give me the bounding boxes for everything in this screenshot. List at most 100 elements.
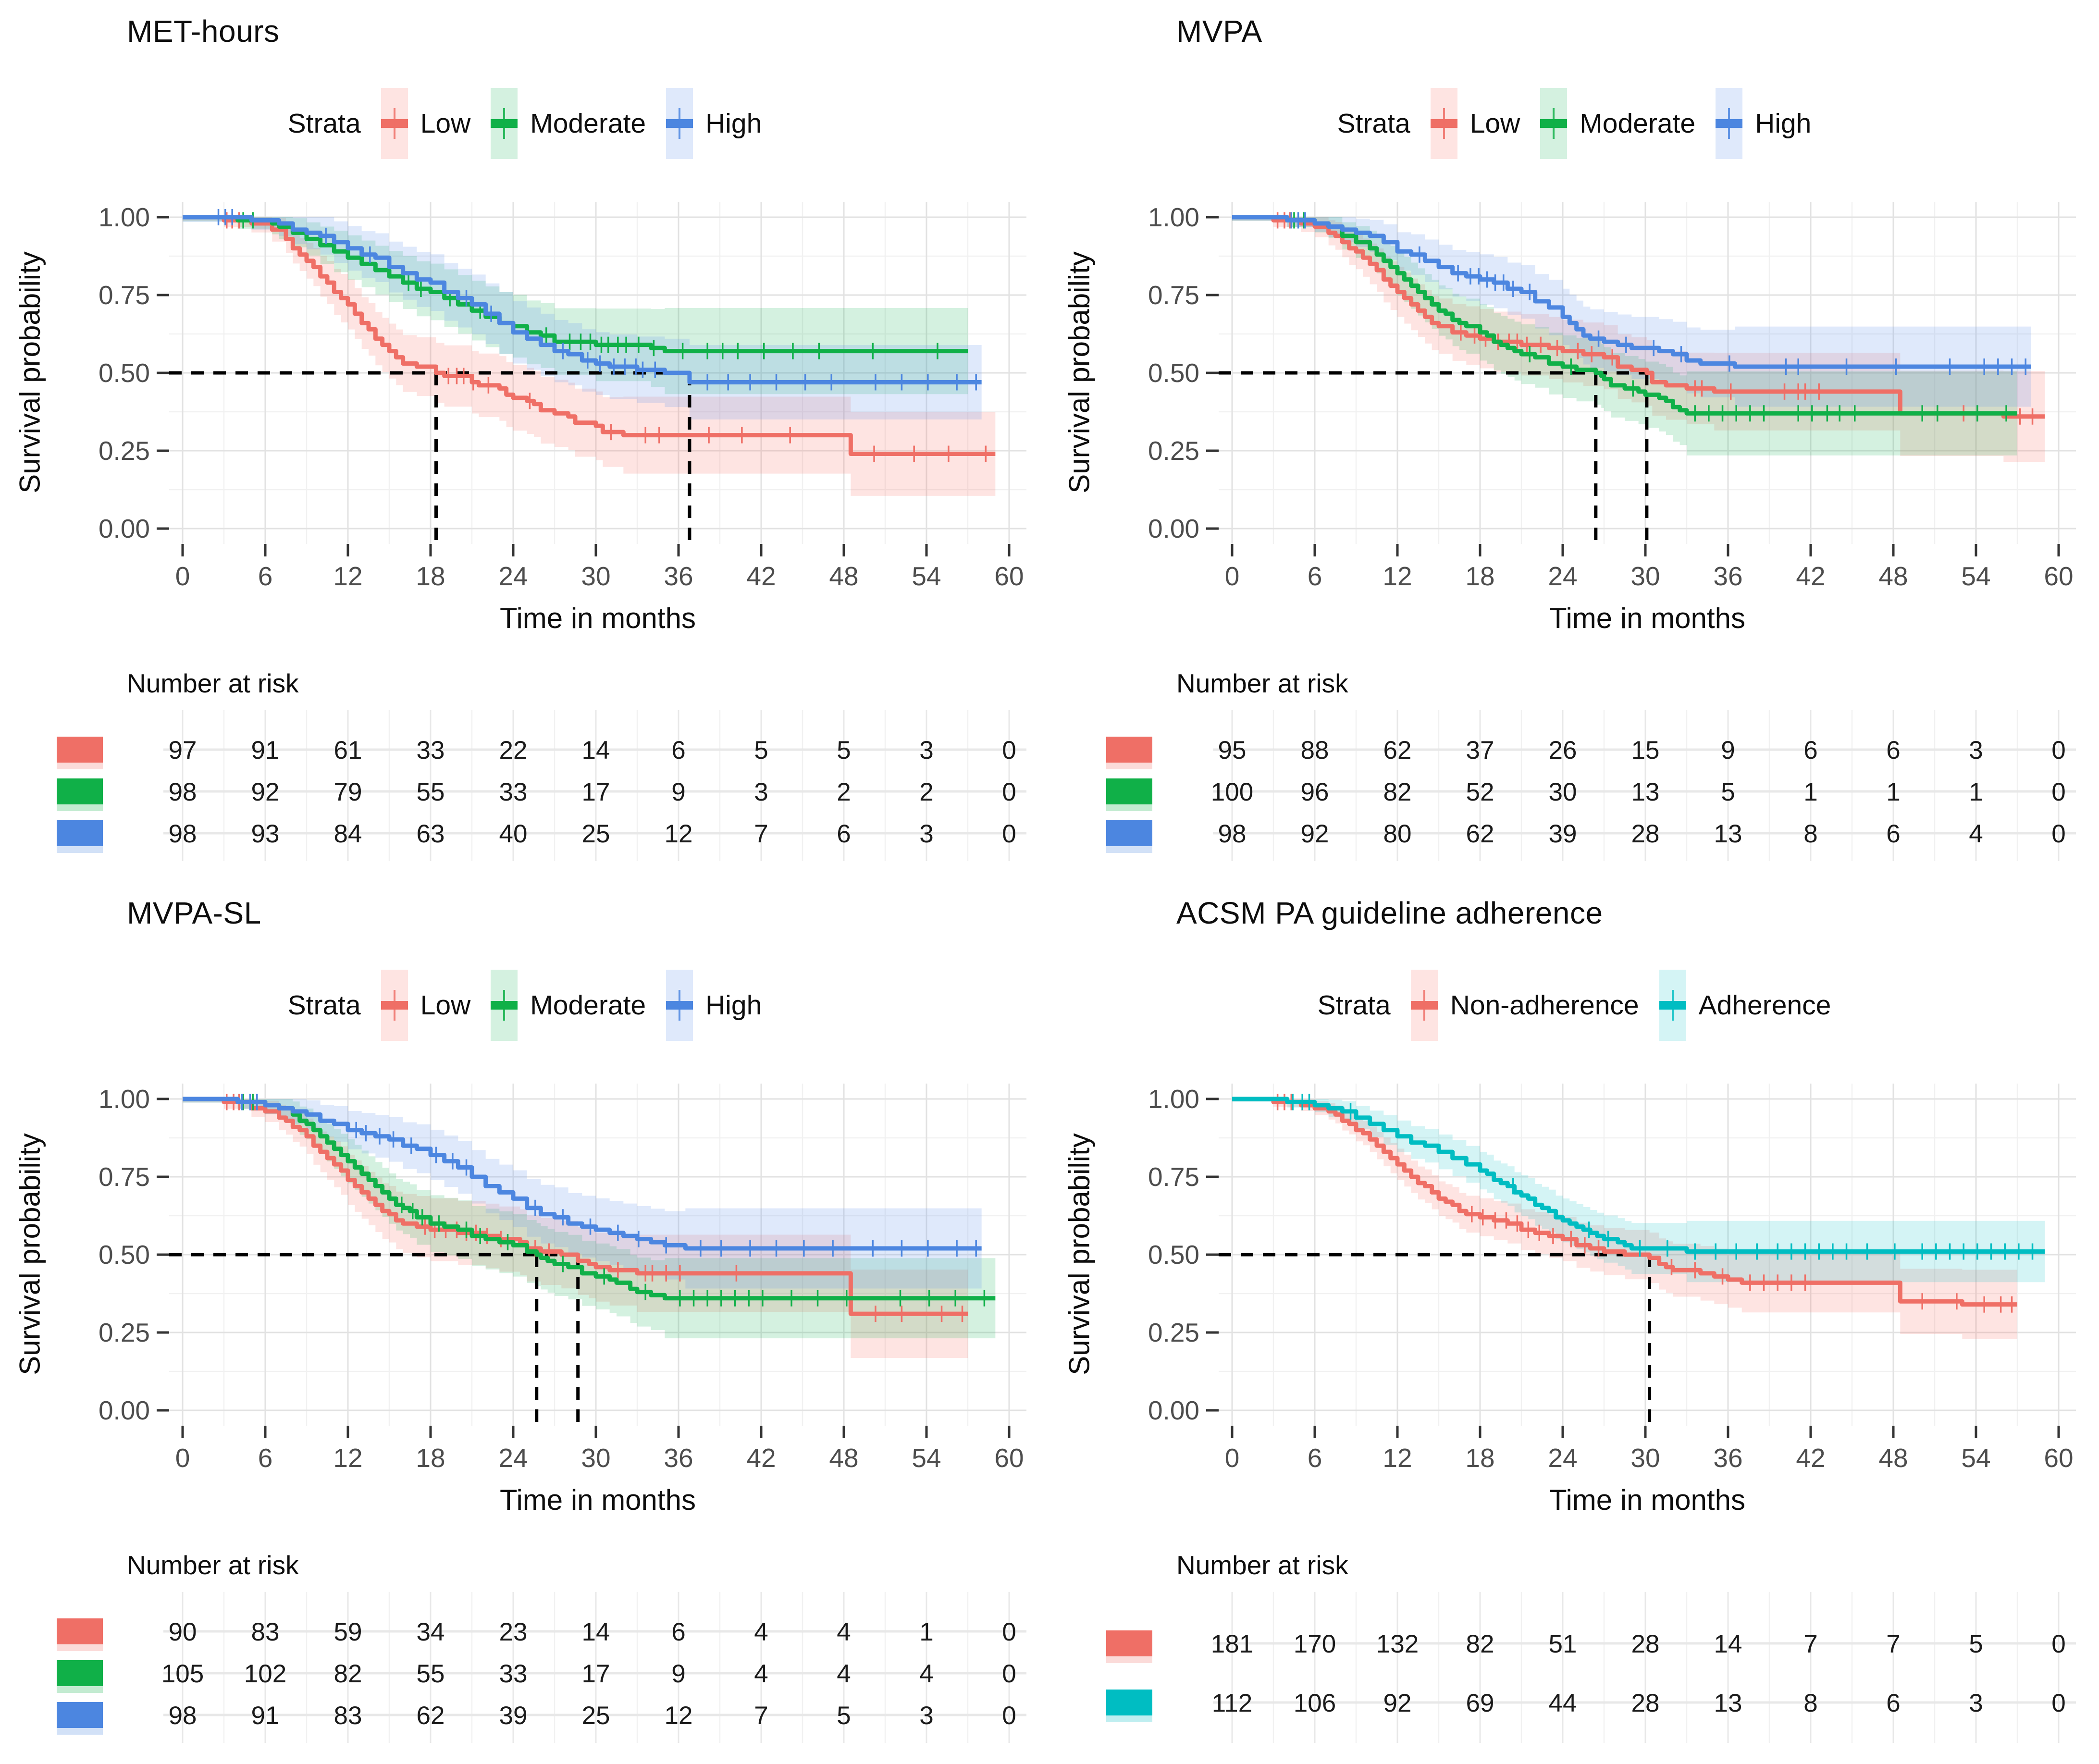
risk-count: 5 <box>1969 1630 1983 1658</box>
svg-text:12: 12 <box>333 561 362 591</box>
legend-key-icon <box>1540 88 1568 159</box>
risk-count: 2 <box>837 778 851 806</box>
risk-count: 6 <box>671 1618 685 1646</box>
risk-count: 91 <box>251 1702 280 1730</box>
survival-plot-svg: 0 6 12 18 24 30 36 42 48 54 601.000.750.500.250.00… <box>1106 202 2076 861</box>
legend-item-label: Low <box>1469 108 1520 139</box>
svg-text:48: 48 <box>829 1443 858 1473</box>
legend-item-high: High <box>1716 88 1811 159</box>
ci-ribbon <box>183 217 996 496</box>
risk-count: 1 <box>1803 778 1817 806</box>
ci-ribbon <box>1232 217 2045 462</box>
svg-text:0.75: 0.75 <box>1148 280 1199 310</box>
risk-count: 84 <box>334 820 362 848</box>
risk-count: 0 <box>1002 1702 1016 1730</box>
risk-count: 6 <box>671 736 685 765</box>
risk-count: 22 <box>499 736 528 765</box>
risk-count: 63 <box>417 820 445 848</box>
ci-ribbon <box>183 1099 996 1339</box>
censor-ticks <box>217 209 977 391</box>
risk-count: 25 <box>582 820 610 848</box>
legend-item-moderate: Moderate <box>1540 88 1695 159</box>
risk-count: 0 <box>2051 1689 2065 1717</box>
risk-row-swatch <box>57 1660 103 1686</box>
risk-count: 9 <box>1721 736 1735 765</box>
censor-ticks <box>241 1094 977 1257</box>
legend-title: Strata <box>1337 108 1410 139</box>
svg-text:0.75: 0.75 <box>99 1162 150 1192</box>
legend-key-icon <box>491 970 518 1041</box>
risk-count: 93 <box>251 820 280 848</box>
risk-count: 0 <box>1002 778 1016 806</box>
svg-text:54: 54 <box>912 1443 941 1473</box>
censor-ticks <box>1293 212 2007 422</box>
censor-ticks <box>242 212 938 359</box>
risk-count: 3 <box>919 736 933 765</box>
risk-count: 90 <box>169 1618 197 1646</box>
panel-met-hours: MET-hours Strata Low Moderate High Survi… <box>0 0 1050 882</box>
risk-count: 39 <box>1549 820 1577 848</box>
legend-item-low: Low <box>381 88 470 159</box>
legend-key-icon <box>381 88 408 159</box>
risk-count: 100 <box>1211 778 1253 806</box>
risk-count: 0 <box>2051 1630 2065 1658</box>
risk-count: 88 <box>1301 736 1329 765</box>
panel-mvpa-sl: MVPA-SL Strata Low Moderate High Surviva… <box>0 882 1050 1764</box>
svg-text:30: 30 <box>581 561 610 591</box>
legend-item-adherence: Adherence <box>1659 970 1831 1041</box>
svg-text:0.75: 0.75 <box>1148 1162 1199 1192</box>
risk-count: 55 <box>417 778 445 806</box>
survival-curve <box>183 215 982 384</box>
svg-text:60: 60 <box>994 561 1024 591</box>
risk-count: 6 <box>1886 820 1900 848</box>
risk-row-swatch <box>57 820 103 846</box>
svg-text:18: 18 <box>1465 561 1494 591</box>
risk-count: 44 <box>1549 1689 1577 1717</box>
risk-row-swatch <box>1106 778 1152 804</box>
risk-count: 6 <box>1886 1689 1900 1717</box>
risk-count: 33 <box>417 736 445 765</box>
legend-key-icon <box>491 88 518 159</box>
survival-plot-svg: 0 6 12 18 24 30 36 42 48 54 601.000.750.500.250.00… <box>57 1084 1026 1743</box>
legend-item-label: High <box>705 108 762 139</box>
svg-text:42: 42 <box>1796 1443 1825 1473</box>
risk-count: 0 <box>1002 1618 1016 1646</box>
svg-text:0.25: 0.25 <box>99 436 150 466</box>
risk-count: 91 <box>251 736 280 765</box>
svg-text:36: 36 <box>664 1443 693 1473</box>
risk-count: 4 <box>754 1660 768 1688</box>
risk-count: 59 <box>334 1618 362 1646</box>
risk-count: 106 <box>1294 1689 1336 1717</box>
svg-text:24: 24 <box>1548 1443 1577 1473</box>
svg-text:0.00: 0.00 <box>1148 1395 1199 1425</box>
risk-count: 51 <box>1549 1630 1577 1658</box>
svg-text:36: 36 <box>664 561 693 591</box>
risk-count: 26 <box>1549 736 1577 765</box>
risk-count: 28 <box>1631 820 1660 848</box>
risk-count: 7 <box>1886 1630 1900 1658</box>
svg-text:6: 6 <box>258 1443 273 1473</box>
ci-ribbon <box>1232 217 2031 407</box>
svg-text:48: 48 <box>1878 561 1908 591</box>
legend-key-icon <box>666 970 693 1041</box>
risk-count: 0 <box>2051 820 2065 848</box>
risk-count: 14 <box>582 1618 610 1646</box>
svg-text:30: 30 <box>1630 561 1660 591</box>
risk-count: 52 <box>1466 778 1494 806</box>
legend: Strata Non-adherence Adherence <box>1050 964 2099 1046</box>
svg-text:48: 48 <box>1878 1443 1908 1473</box>
risk-count: 82 <box>334 1660 362 1688</box>
risk-count: 69 <box>1466 1689 1494 1717</box>
risk-count: 3 <box>1969 736 1983 765</box>
risk-count: 1 <box>1969 778 1983 806</box>
ci-ribbon <box>1232 1099 2017 1340</box>
risk-count: 0 <box>2051 778 2065 806</box>
svg-text:42: 42 <box>1796 561 1825 591</box>
risk-count: 62 <box>1466 820 1494 848</box>
censor-ticks <box>242 1094 986 1307</box>
svg-text:0: 0 <box>175 1443 190 1473</box>
risk-count: 8 <box>1803 1689 1817 1717</box>
risk-table: 97 91 61 33 22 14 6 5 5 3 098 92 79 55 33 17 9 3 2 2 098 93 84… <box>57 710 1026 861</box>
svg-text:0.00: 0.00 <box>1148 514 1199 543</box>
